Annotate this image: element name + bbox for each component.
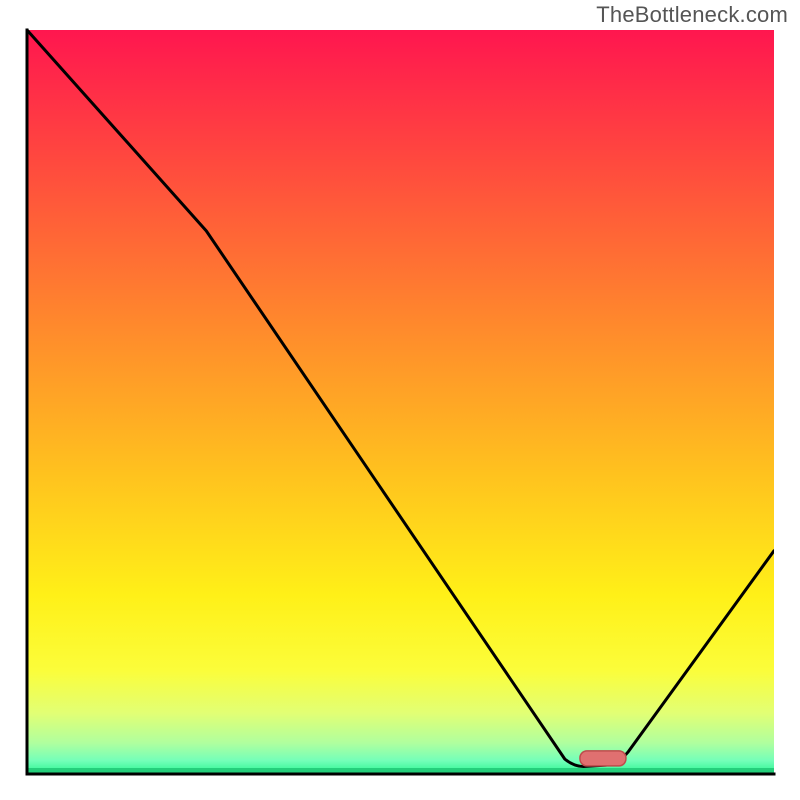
bottleneck-chart	[0, 0, 800, 800]
gradient-background	[27, 30, 774, 774]
plot-area	[27, 30, 774, 774]
watermark-text: TheBottleneck.com	[596, 2, 788, 28]
optimal-marker	[580, 751, 626, 766]
chart-container: { "watermark": { "text": "TheBottleneck.…	[0, 0, 800, 800]
